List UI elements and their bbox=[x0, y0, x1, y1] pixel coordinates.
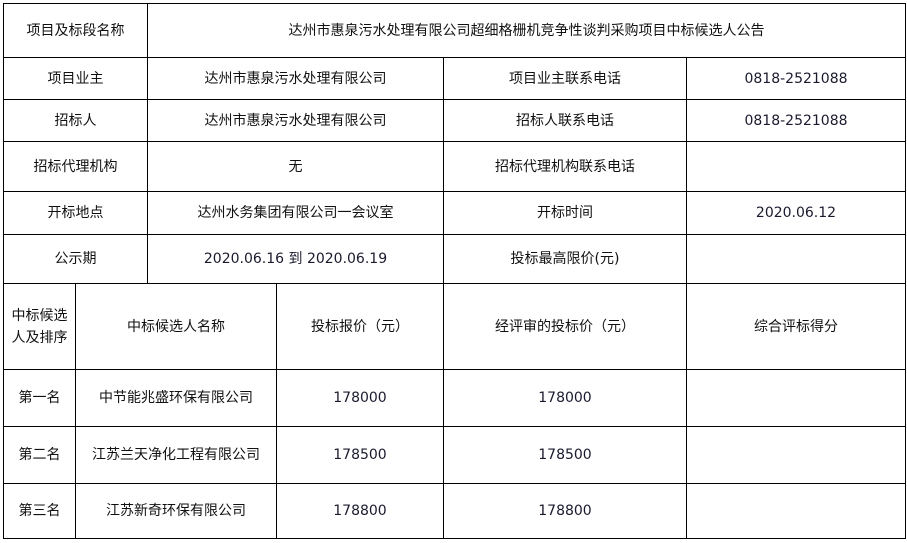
period-label: 公示期 bbox=[3, 234, 148, 284]
agency-phone-value bbox=[686, 141, 906, 192]
project-name-row: 项目及标段名称 达州市惠泉污水处理有限公司超细格栅机竞争性谈判采购项目中标候选人公… bbox=[3, 3, 906, 58]
candidate-bid: 178500 bbox=[276, 426, 444, 484]
candidate-announcement-table: 项目及标段名称 达州市惠泉污水处理有限公司超细格栅机竞争性谈判采购项目中标候选人公… bbox=[3, 3, 906, 539]
location-value: 达州水务集团有限公司一会议室 bbox=[147, 191, 444, 235]
owner-label: 项目业主 bbox=[3, 57, 148, 100]
tenderer-label: 招标人 bbox=[3, 99, 148, 142]
candidate-rank: 第一名 bbox=[3, 369, 76, 427]
tenderer-phone-label: 招标人联系电话 bbox=[443, 99, 687, 142]
candidate-bid: 178800 bbox=[276, 483, 444, 539]
candidate-reviewed-price: 178500 bbox=[443, 426, 687, 484]
header-name: 中标候选人名称 bbox=[75, 283, 277, 370]
candidate-reviewed-price: 178000 bbox=[443, 369, 687, 427]
header-score: 综合评标得分 bbox=[686, 283, 906, 370]
header-rank: 中标候选人及排序 bbox=[3, 283, 76, 370]
candidate-row: 第一名 中节能兆盛环保有限公司 178000 178000 bbox=[3, 369, 906, 427]
owner-phone-label: 项目业主联系电话 bbox=[443, 57, 687, 100]
agency-row: 招标代理机构无招标代理机构联系电话 bbox=[3, 141, 906, 192]
owner-phone-value: 0818-2521088 bbox=[686, 57, 906, 100]
candidate-bid: 178000 bbox=[276, 369, 444, 427]
project-name-value: 达州市惠泉污水处理有限公司超细格栅机竞争性谈判采购项目中标候选人公告 bbox=[147, 3, 906, 58]
candidate-reviewed-price: 178800 bbox=[443, 483, 687, 539]
candidate-name: 江苏兰天净化工程有限公司 bbox=[75, 426, 277, 484]
candidate-score bbox=[686, 426, 906, 484]
agency-value: 无 bbox=[147, 141, 444, 192]
agency-label: 招标代理机构 bbox=[3, 141, 148, 192]
tenderer-phone-value: 0818-2521088 bbox=[686, 99, 906, 142]
candidate-score bbox=[686, 369, 906, 427]
open-time-value: 2020.06.12 bbox=[686, 191, 906, 235]
candidate-rank: 第三名 bbox=[3, 483, 76, 539]
header-reviewed: 经评审的投标价（元） bbox=[443, 283, 687, 370]
candidate-name: 江苏新奇环保有限公司 bbox=[75, 483, 277, 539]
agency-phone-label: 招标代理机构联系电话 bbox=[443, 141, 687, 192]
max-price-label: 投标最高限价(元) bbox=[443, 234, 687, 284]
max-price-value bbox=[686, 234, 906, 284]
period-row: 公示期 2020.06.16 到 2020.06.19 投标最高限价(元) bbox=[3, 234, 906, 284]
header-bid: 投标报价（元） bbox=[276, 283, 444, 370]
candidate-row: 第二名 江苏兰天净化工程有限公司 178500 178500 bbox=[3, 426, 906, 484]
open-time-label: 开标时间 bbox=[443, 191, 687, 235]
candidates-header-row: 中标候选人及排序 中标候选人名称 投标报价（元） 经评审的投标价（元） 综合评标得分 bbox=[3, 283, 906, 370]
location-label: 开标地点 bbox=[3, 191, 148, 235]
candidate-score bbox=[686, 483, 906, 539]
candidate-rank: 第二名 bbox=[3, 426, 76, 484]
tenderer-value: 达州市惠泉污水处理有限公司 bbox=[147, 99, 444, 142]
location-row: 开标地点 达州水务集团有限公司一会议室 开标时间 2020.06.12 bbox=[3, 191, 906, 235]
project-name-label: 项目及标段名称 bbox=[3, 3, 148, 58]
candidate-row: 第三名 江苏新奇环保有限公司 178800 178800 bbox=[3, 483, 906, 539]
tenderer-row: 招标人 达州市惠泉污水处理有限公司 招标人联系电话 0818-2521088 bbox=[3, 99, 906, 142]
period-value: 2020.06.16 到 2020.06.19 bbox=[147, 234, 444, 284]
owner-row: 项目业主 达州市惠泉污水处理有限公司 项目业主联系电话 0818-2521088 bbox=[3, 57, 906, 100]
owner-value: 达州市惠泉污水处理有限公司 bbox=[147, 57, 444, 100]
candidate-name: 中节能兆盛环保有限公司 bbox=[75, 369, 277, 427]
